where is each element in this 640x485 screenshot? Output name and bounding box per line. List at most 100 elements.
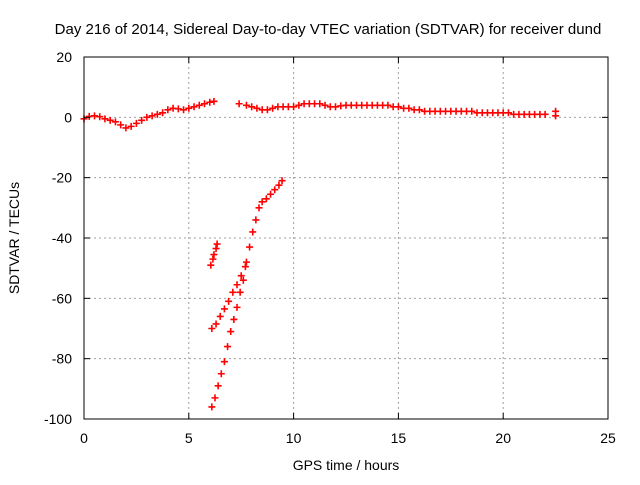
data-point [267, 190, 275, 198]
data-point [246, 243, 254, 251]
x-tick-label: 15 [391, 430, 407, 446]
data-point [101, 115, 109, 123]
data-point [230, 315, 238, 323]
series-1 [208, 177, 286, 411]
data-point [206, 98, 214, 106]
series-2 [208, 263, 249, 332]
data-point [127, 122, 135, 130]
data-point [269, 104, 277, 112]
series-3 [207, 240, 221, 269]
x-tick-label: 25 [600, 430, 616, 446]
data-point [332, 103, 340, 111]
x-tick-label: 0 [80, 430, 88, 446]
data-point [235, 100, 243, 108]
data-point [225, 297, 233, 305]
data-point [209, 255, 217, 263]
data-point [217, 370, 225, 378]
y-tick-label: 20 [56, 49, 72, 65]
data-point [190, 103, 198, 111]
data-point [229, 288, 237, 296]
data-point [212, 320, 220, 328]
y-tick-label: 0 [64, 109, 72, 125]
data-point [153, 110, 161, 118]
data-point [159, 109, 167, 117]
data-point [111, 118, 119, 126]
data-point [237, 272, 245, 280]
data-point [233, 303, 241, 311]
data-point [405, 104, 413, 112]
data-point [227, 328, 235, 336]
y-tick-label: -100 [44, 411, 72, 427]
data-point [415, 106, 423, 114]
data-point [321, 101, 329, 109]
data-point [249, 228, 257, 236]
data-point [212, 245, 220, 253]
x-axis-label: GPS time / hours [293, 457, 400, 473]
data-point [213, 240, 221, 248]
data-point [263, 106, 271, 114]
data-point [236, 288, 244, 296]
data-point [164, 106, 172, 114]
data-point [252, 216, 260, 224]
data-point [242, 101, 250, 109]
data-point [262, 195, 270, 203]
data-point [216, 312, 224, 320]
x-tick-label: 20 [495, 430, 511, 446]
data-point [211, 394, 219, 402]
data-point [90, 112, 98, 120]
data-point [132, 119, 140, 127]
data-point [271, 186, 279, 194]
data-point [201, 100, 209, 108]
data-point [239, 276, 247, 284]
data-point [384, 101, 392, 109]
data-point [185, 104, 193, 112]
data-point [220, 358, 228, 366]
data-point [106, 116, 114, 124]
data-point [117, 121, 125, 129]
y-tick-label: -80 [52, 351, 72, 367]
chart-title: Day 216 of 2014, Sidereal Day-to-day VTE… [55, 21, 602, 38]
data-point [208, 403, 216, 411]
data-point [210, 97, 218, 105]
data-point [174, 105, 182, 113]
x-tick-label: 10 [286, 430, 302, 446]
data-layer [80, 97, 560, 411]
data-point [504, 109, 512, 117]
data-point [148, 112, 156, 120]
x-tick-label: 5 [185, 430, 193, 446]
data-point [96, 113, 104, 121]
data-point [290, 103, 298, 111]
y-tick-label: -20 [52, 170, 72, 186]
y-tick-label: -60 [52, 290, 72, 306]
data-point [233, 281, 241, 289]
data-point [214, 382, 222, 390]
data-point [278, 177, 286, 185]
data-point [248, 103, 256, 111]
data-point [468, 107, 476, 115]
series-0 [80, 97, 560, 132]
data-point [552, 107, 560, 115]
data-point [394, 103, 402, 111]
data-point [224, 343, 232, 351]
data-point [541, 110, 549, 118]
data-point [180, 106, 188, 114]
data-point [258, 198, 266, 206]
data-point [207, 261, 215, 269]
data-point [241, 263, 249, 271]
data-point [143, 113, 151, 121]
data-point [242, 258, 250, 266]
data-point [122, 124, 130, 132]
data-point [195, 101, 203, 109]
data-point [138, 116, 146, 124]
data-point [295, 101, 303, 109]
tick-layer: 0 5 10 15 20 25 -100 -80 -60 -40 -20 0 20 [44, 49, 616, 446]
data-point [220, 305, 228, 313]
grid-layer [84, 57, 608, 419]
data-point [210, 251, 218, 259]
y-axis-label: SDTVAR / TECUs [6, 182, 22, 294]
data-point [253, 104, 261, 112]
data-point [208, 325, 216, 332]
data-point [316, 100, 324, 108]
